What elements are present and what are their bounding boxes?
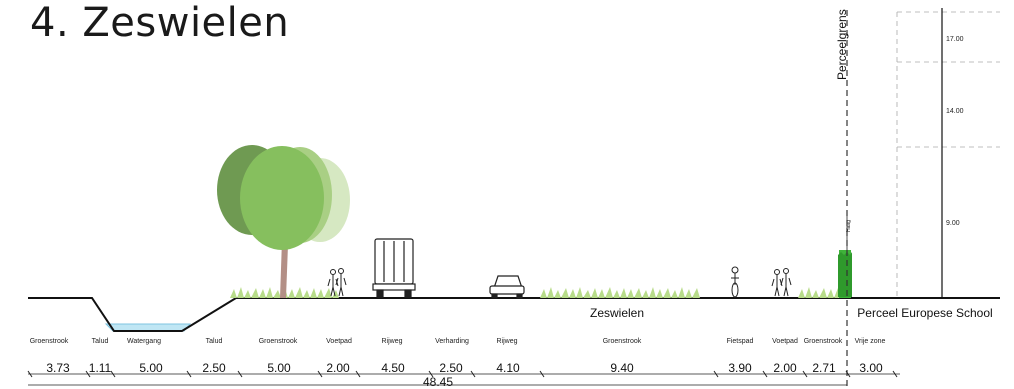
segment-name: Verharding xyxy=(435,338,469,345)
watergang-water xyxy=(104,323,192,332)
height-label-17: 17.00 xyxy=(946,36,964,43)
total-width: 48.45 xyxy=(423,375,453,389)
segment-width: 2.50 xyxy=(439,361,463,375)
segment-width: 5.00 xyxy=(139,361,163,375)
truck xyxy=(372,238,416,298)
car xyxy=(489,275,525,299)
ground-profile xyxy=(28,297,1000,332)
pedestrians-right xyxy=(771,268,792,297)
segment-width: 5.00 xyxy=(267,361,291,375)
height-label-14: 14.00 xyxy=(946,108,964,115)
segment-names: Groenstrook Talud Watergang Talud Groens… xyxy=(30,338,886,345)
hedge-label: Haag xyxy=(846,220,852,232)
height-label-9: 9.00 xyxy=(946,220,960,227)
segment-width: 3.73 xyxy=(46,361,70,375)
segment-width: 1.11 xyxy=(89,361,112,375)
segment-width: 9.40 xyxy=(610,361,634,375)
segment-width: 2.50 xyxy=(202,361,226,375)
segment-name: Groenstrook xyxy=(804,338,843,345)
cyclist xyxy=(731,266,739,298)
segment-name: Groenstrook xyxy=(30,338,69,345)
segment-width: 3.90 xyxy=(728,361,752,375)
height-guides xyxy=(896,11,1000,298)
segment-width: 2.71 xyxy=(812,361,836,375)
segment-name: Groenstrook xyxy=(603,338,642,345)
segment-name: Watergang xyxy=(127,338,161,345)
dimension-ticks xyxy=(27,370,898,378)
segment-name: Voetpad xyxy=(326,338,352,345)
segment-name: Rijweg xyxy=(496,338,517,345)
grass xyxy=(230,287,841,298)
segment-name: Fietspad xyxy=(727,338,754,345)
boundary-label: Perceelgrens xyxy=(835,9,849,80)
page-title: 4. Zeswielen xyxy=(30,0,290,46)
pedestrians-left xyxy=(327,268,347,297)
hedge xyxy=(838,215,852,298)
segment-name: Talud xyxy=(206,338,223,345)
segment-name: Voetpad xyxy=(772,338,798,345)
segment-widths: 3.73 1.11 5.00 2.50 5.00 2.00 4.50 2.50 … xyxy=(46,361,883,375)
segment-width: 3.00 xyxy=(859,361,883,375)
segment-width: 4.50 xyxy=(381,361,405,375)
segment-width: 2.00 xyxy=(326,361,350,375)
segment-name: Rijweg xyxy=(381,338,402,345)
segment-name: Groenstrook xyxy=(259,338,298,345)
segment-name: Talud xyxy=(92,338,109,345)
segment-name: Vrije zone xyxy=(855,338,886,345)
segment-width: 4.10 xyxy=(496,361,520,375)
school-label: Perceel Europese School xyxy=(857,306,992,320)
tree xyxy=(217,145,350,298)
road-name: Zeswielen xyxy=(590,306,644,320)
segment-width: 2.00 xyxy=(773,361,797,375)
